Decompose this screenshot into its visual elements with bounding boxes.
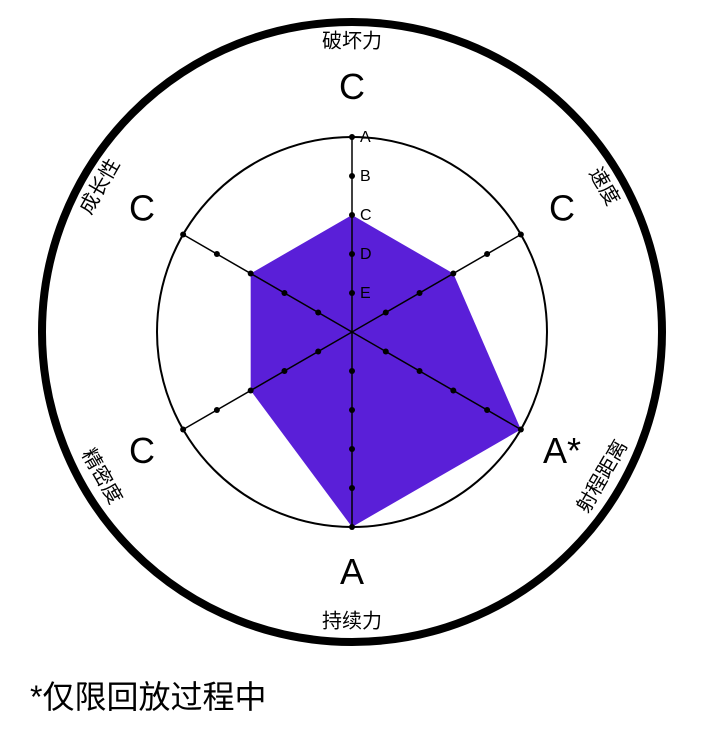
tick-label: C bbox=[360, 207, 372, 224]
axis-grade: C bbox=[339, 66, 365, 107]
radar-chart-svg: ABCDECCA*ACC破坏力速度射程距离持续力精密度成长性 bbox=[0, 0, 704, 734]
tick-dot bbox=[383, 349, 389, 355]
axis-label: 持续力 bbox=[322, 609, 382, 632]
tick-dot bbox=[484, 251, 490, 257]
tick-dot bbox=[214, 407, 220, 413]
tick-dot bbox=[349, 173, 355, 179]
tick-label: D bbox=[360, 246, 372, 263]
tick-dot bbox=[349, 485, 355, 491]
footnote-text: *仅限回放过程中 bbox=[30, 672, 266, 718]
tick-dot bbox=[248, 388, 254, 394]
tick-dot bbox=[214, 251, 220, 257]
tick-dot bbox=[281, 290, 287, 296]
tick-dot bbox=[349, 368, 355, 374]
axis-grade: C bbox=[129, 430, 155, 471]
tick-dot bbox=[349, 446, 355, 452]
tick-label: E bbox=[360, 285, 371, 302]
tick-dot bbox=[349, 212, 355, 218]
tick-dot bbox=[450, 388, 456, 394]
tick-dot bbox=[315, 349, 321, 355]
tick-label: A bbox=[360, 129, 371, 146]
tick-dot bbox=[450, 271, 456, 277]
axis-grade: C bbox=[549, 187, 575, 228]
axis-grade: A* bbox=[543, 430, 581, 471]
tick-dot bbox=[349, 524, 355, 530]
tick-label: B bbox=[360, 168, 371, 185]
tick-dot bbox=[315, 310, 321, 316]
axis-grade: C bbox=[129, 187, 155, 228]
tick-dot bbox=[349, 134, 355, 140]
tick-dot bbox=[383, 310, 389, 316]
tick-dot bbox=[180, 232, 186, 238]
tick-dot bbox=[518, 427, 524, 433]
tick-dot bbox=[484, 407, 490, 413]
tick-dot bbox=[349, 251, 355, 257]
tick-dot bbox=[417, 368, 423, 374]
tick-dot bbox=[281, 368, 287, 374]
tick-dot bbox=[180, 427, 186, 433]
tick-dot bbox=[349, 407, 355, 413]
tick-dot bbox=[349, 290, 355, 296]
tick-dot bbox=[248, 271, 254, 277]
tick-dot bbox=[518, 232, 524, 238]
axis-grade: A bbox=[340, 551, 364, 592]
axis-label: 破坏力 bbox=[322, 29, 382, 52]
radar-chart-stage: ABCDECCA*ACC破坏力速度射程距离持续力精密度成长性 *仅限回放过程中 bbox=[0, 0, 704, 734]
tick-dot bbox=[417, 290, 423, 296]
